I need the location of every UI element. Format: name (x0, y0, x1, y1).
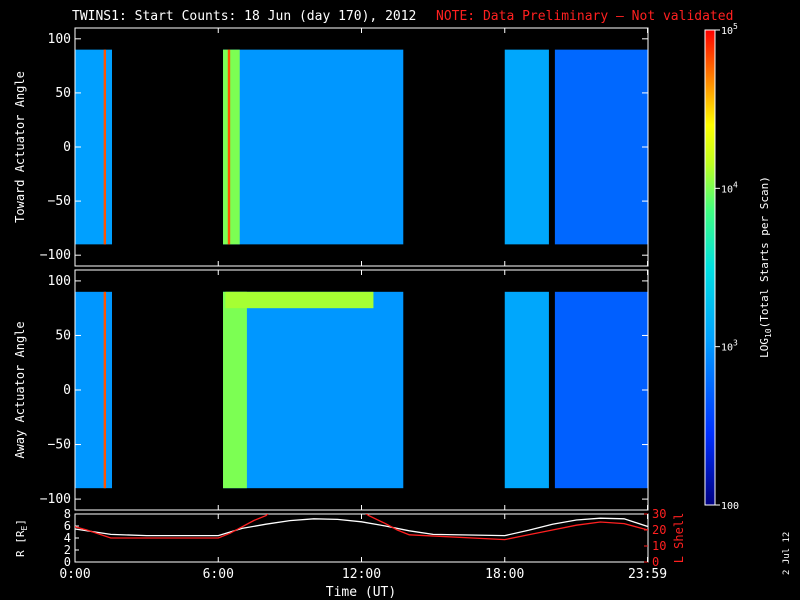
away-ytick-label: −50 (48, 438, 71, 453)
orbit-ytick-label: 2 (64, 543, 71, 557)
away-heatmap-panel: −100 −50 0 50 100 Away Actuator Angle (13, 269, 649, 511)
colorbar-tick-label: 103 (721, 339, 738, 354)
colorbar-tick-exp: 3 (733, 339, 738, 348)
colorbar-tick-label: 104 (721, 180, 738, 195)
away-ytick-label: −100 (40, 492, 71, 507)
away-ytick-label: 100 (48, 274, 71, 289)
colorbar-tick-exp: 5 (733, 22, 738, 31)
toward-hot-band (103, 49, 107, 245)
colorbar-label-rest: (Total Starts per Scan) (758, 176, 771, 328)
preliminary-note: NOTE: Data Preliminary – Not validated (436, 9, 733, 24)
colorbar-label-log: LOG (758, 338, 771, 358)
toward-ytick-label: −100 (40, 248, 71, 263)
away-ylabel: Away Actuator Angle (13, 321, 27, 458)
away-hot-band (225, 291, 374, 309)
colorbar-tick-base: 100 (721, 501, 739, 512)
orbit-ylabel: R [RE] (14, 519, 29, 557)
colorbar-gradient (704, 29, 716, 506)
orbit-xtick-label: 12:00 (342, 567, 381, 582)
toward-data-segment (554, 49, 648, 245)
orbit-y2tick-label: 20 (652, 523, 666, 537)
colorbar-label: LOG10(Total Starts per Scan) (758, 176, 773, 358)
date-stamp: 2 Jul 12 (782, 532, 792, 575)
colorbar-tick-base: 10 (721, 26, 733, 37)
orbit-y2tick-label: 10 (652, 539, 666, 553)
toward-data-segment (504, 49, 549, 245)
orbit-y2tick-label: 30 (652, 507, 666, 521)
orbit-y2label: L Shell (672, 513, 686, 564)
orbit-ylabel-sub: E (20, 525, 29, 530)
orbit-xlabel: Time (UT) (326, 585, 396, 600)
orbit-xtick-label: 0:00 (59, 567, 90, 582)
orbit-xtick-label: 23:59 (628, 567, 667, 582)
away-data-segment (223, 291, 404, 489)
orbit-ytick-label: 6 (64, 519, 71, 533)
toward-hot-band (223, 49, 240, 245)
colorbar-tick-base: 10 (721, 184, 733, 195)
orbit-ylabel-main: R [R (14, 530, 27, 557)
away-ytick-label: 0 (63, 383, 71, 398)
orbit-xtick-label: 18:00 (485, 567, 524, 582)
radius-series-line (75, 517, 648, 537)
orbit-ytick-label: 8 (64, 507, 71, 521)
lshell-series-line (75, 514, 648, 541)
away-data-segment (504, 291, 549, 489)
colorbar-tick-label: 100 (721, 501, 739, 512)
toward-data-segment (223, 49, 404, 245)
colorbar-tick-base: 10 (721, 343, 733, 354)
toward-ytick-label: 0 (63, 140, 71, 155)
orbit-ytick-label: 0 (64, 555, 71, 569)
toward-ytick-label: −50 (48, 194, 71, 209)
away-hot-band (223, 291, 247, 489)
colorbar-label-sub: 10 (764, 328, 773, 338)
toward-hot-band (227, 49, 231, 245)
toward-heatmap-panel: −100 −50 0 50 100 Toward Actuator Angle (13, 27, 649, 267)
orbit-ylabel-close: ] (14, 519, 27, 526)
away-data-segment (554, 291, 648, 489)
colorbar-tick-exp: 4 (733, 180, 738, 189)
away-hot-band (103, 291, 107, 489)
orbit-xtick-label: 6:00 (203, 567, 234, 582)
chart-title: TWINS1: Start Counts: 18 Jun (day 170), … (72, 9, 416, 24)
toward-ytick-label: 50 (55, 86, 71, 101)
toward-ylabel: Toward Actuator Angle (13, 71, 27, 223)
orbit-ytick-label: 4 (64, 531, 71, 545)
toward-ytick-label: 100 (48, 32, 71, 47)
orbit-y2tick-label: 0 (652, 555, 659, 569)
away-ytick-label: 50 (55, 328, 71, 343)
colorbar-tick-label: 105 (721, 22, 738, 37)
